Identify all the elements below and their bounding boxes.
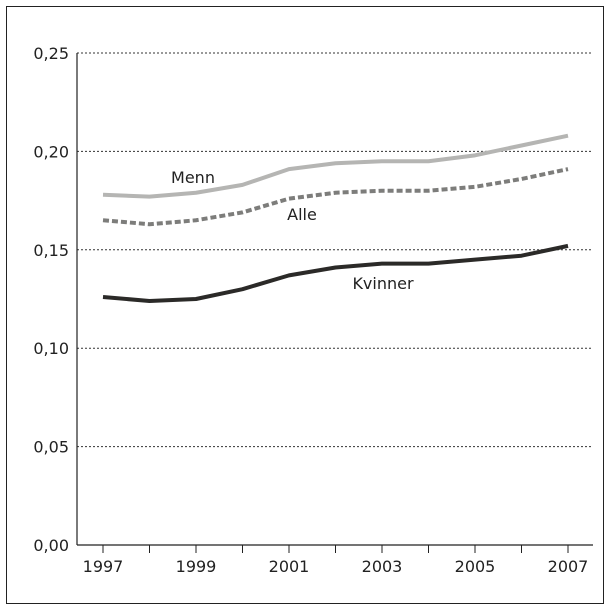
- line-chart: 0,00 0,05 0,10 0,15 0,20 0,25 1997 1999 2001 2003…: [33, 44, 593, 576]
- x-tick-label: 2005: [455, 557, 496, 576]
- series-label-menn: Menn: [171, 168, 215, 187]
- x-tick-label: 1997: [83, 557, 124, 576]
- series-label-alle: Alle: [287, 205, 317, 224]
- y-tick-label: 0,20: [33, 142, 69, 161]
- series-line-kvinner: [102, 243, 569, 303]
- x-tick-label: 2007: [548, 557, 589, 576]
- series-line-menn: [102, 133, 569, 199]
- y-tick-label: 0,10: [33, 339, 69, 358]
- series-line-alle: [102, 167, 569, 227]
- x-tick-label: 2001: [269, 557, 310, 576]
- series-label-kvinner: Kvinner: [352, 274, 414, 293]
- y-tick-label: 0,25: [33, 44, 69, 63]
- y-tick-label: 0,05: [33, 438, 69, 457]
- x-tick-label: 2003: [362, 557, 403, 576]
- chart-frame: 0,00 0,05 0,10 0,15 0,20 0,25 1997 1999 2001 2003…: [6, 6, 604, 604]
- y-tick-label: 0,00: [33, 536, 69, 555]
- x-tick-label: 1999: [176, 557, 217, 576]
- y-tick-label: 0,15: [33, 241, 69, 260]
